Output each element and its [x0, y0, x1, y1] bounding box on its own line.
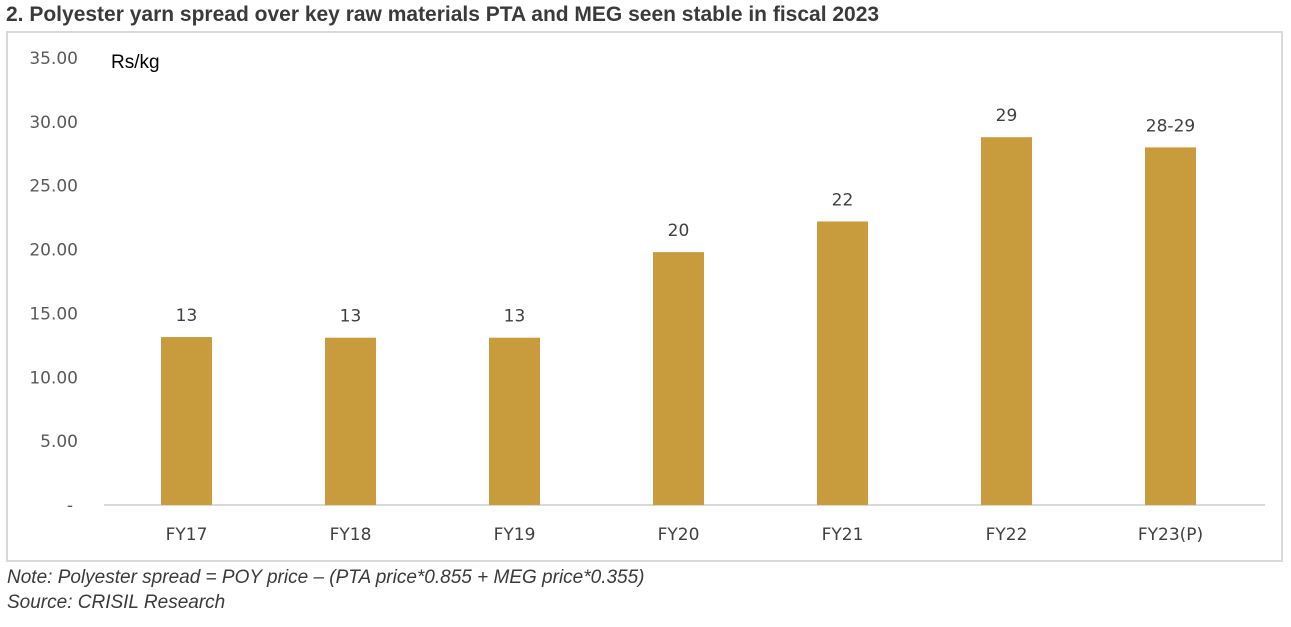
chart-title: 2. Polyester yarn spread over key raw ma…	[6, 3, 880, 26]
x-tick-label: FY17	[166, 525, 208, 545]
chart-source: Source: CRISIL Research	[7, 592, 226, 613]
y-tick-label: -	[67, 496, 73, 516]
x-tick-label: FY21	[822, 525, 864, 545]
data-label: 13	[504, 307, 526, 327]
x-tick-label: FY18	[330, 525, 372, 545]
x-tick-label: FY19	[494, 525, 536, 545]
y-tick-label: 20.00	[29, 241, 78, 261]
data-label: 28-29	[1146, 116, 1195, 136]
x-tick-label: FY22	[986, 525, 1028, 545]
y-tick-label: 25.00	[29, 177, 78, 197]
chart-frame	[6, 31, 1283, 562]
data-label: 13	[340, 307, 362, 327]
y-tick-label: 30.00	[29, 113, 78, 133]
data-label: 29	[996, 106, 1018, 126]
y-tick-label: 10.00	[29, 368, 78, 388]
x-tick-label: FY20	[658, 525, 700, 545]
bar-fy19	[489, 337, 540, 505]
bar-fy17	[161, 337, 212, 505]
bar-fy18	[325, 337, 376, 505]
data-label: 20	[668, 221, 690, 241]
data-label: 13	[176, 306, 198, 326]
bar-fy23(p)	[1145, 147, 1196, 505]
x-tick-label: FY23(P)	[1138, 525, 1203, 545]
y-tick-label: 5.00	[40, 432, 78, 452]
y-tick-label: 15.00	[29, 304, 78, 324]
y-axis-unit: Rs/kg	[111, 52, 160, 73]
bar-fy21	[817, 221, 868, 505]
chart-note: Note: Polyester spread = POY price – (PT…	[7, 567, 645, 588]
data-label: 22	[832, 190, 854, 210]
bar-fy22	[981, 137, 1032, 505]
y-tick-label: 35.00	[29, 49, 78, 69]
bar-fy20	[653, 252, 704, 505]
